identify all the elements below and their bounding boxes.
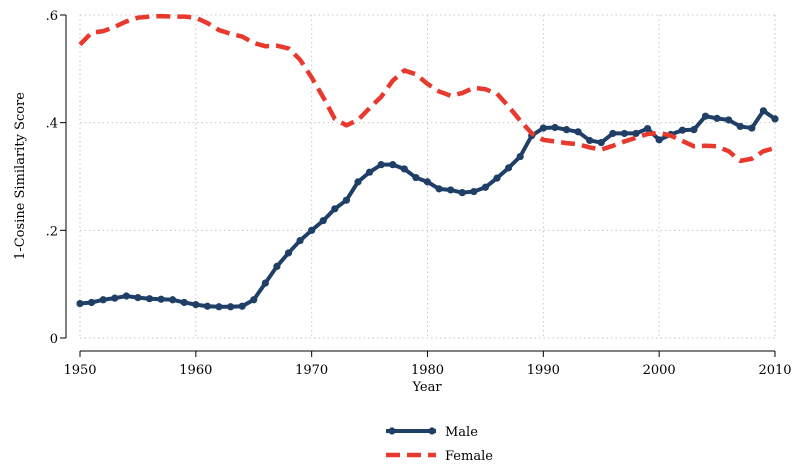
data-point-male [203,302,212,310]
data-point-male [759,107,768,115]
data-point-male [145,295,154,303]
data-point-male [655,136,663,144]
data-point-male [215,303,223,311]
x-tick-label: 1960 [179,363,212,378]
data-point-male [331,205,339,213]
data-point-male [134,294,142,302]
data-point-male [620,129,629,138]
data-point-male [736,122,744,131]
data-point-male [273,262,281,270]
x-tick-label: 1950 [63,363,96,378]
data-point-male [111,294,119,302]
legend-marker [388,427,396,435]
data-point-male [400,165,408,173]
legend: Male Female [386,425,493,464]
grid-lines [79,14,776,339]
y-tick-label: .6 [46,9,58,24]
data-point-male [76,299,84,308]
data-point-male [504,164,513,172]
x-tick-label: 1980 [411,363,444,378]
series-line-female [78,13,776,164]
data-point-male [748,124,756,132]
series-group [76,13,779,311]
legend-item-female: Female [386,449,493,464]
data-point-male [226,303,235,311]
data-point-male [238,302,246,310]
data-point-male [157,295,165,303]
data-point-male [122,292,130,300]
y-ticks: 0 .2 .4 .6 [46,9,66,347]
x-tick-label: 1990 [527,363,560,378]
data-point-male [87,298,96,307]
data-point-male [771,115,779,123]
y-tick-label: .2 [46,224,58,239]
legend-label: Male [445,425,478,440]
data-point-male [284,249,293,257]
x-tick-label: 2010 [758,363,791,378]
data-point-male [354,178,362,186]
data-point-male [458,189,466,197]
data-point-male [435,185,443,193]
data-point-male [342,196,351,204]
data-point-male [308,226,316,234]
legend-item-male: Male [386,425,478,440]
data-point-male [725,116,733,124]
x-tick-label: 1970 [295,363,328,378]
data-point-male [377,161,385,169]
data-point-male [516,152,524,161]
data-point-male [261,279,269,287]
data-point-male [493,174,501,182]
data-point-male [365,168,374,176]
y-axis-title: 1-Cosine Similarity Score [13,92,28,260]
data-point-male [470,187,478,196]
data-point-male [296,236,304,245]
data-point-male [319,217,327,225]
data-point-male [447,186,455,194]
data-point-male [481,183,490,191]
y-tick-label: .4 [46,117,58,132]
data-point-male [539,124,547,132]
data-point-male [643,124,652,133]
x-ticks: 1950 1960 1970 1980 1990 2000 2010 [63,351,792,378]
data-point-male [609,129,617,138]
legend-marker [428,427,436,435]
data-point-male [586,136,594,145]
data-point-male [423,178,432,186]
data-point-male [99,296,107,304]
data-point-male [562,126,571,134]
data-point-male [551,123,559,132]
data-point-male [250,296,258,304]
data-point-male [713,114,721,122]
data-point-male [678,126,686,134]
data-point-male [389,161,397,169]
data-point-male [192,301,200,309]
data-point-male [412,173,420,182]
data-point-male [690,126,698,134]
data-point-male [632,129,640,138]
data-point-male [169,296,177,304]
data-point-male [574,128,582,136]
data-point-male [701,112,710,120]
y-tick-label: 0 [50,332,58,347]
legend-label: Female [445,449,493,464]
x-axis-title: Year [411,380,442,395]
data-point-male [597,138,605,147]
x-tick-label: 2000 [643,363,676,378]
data-point-male [180,298,188,307]
